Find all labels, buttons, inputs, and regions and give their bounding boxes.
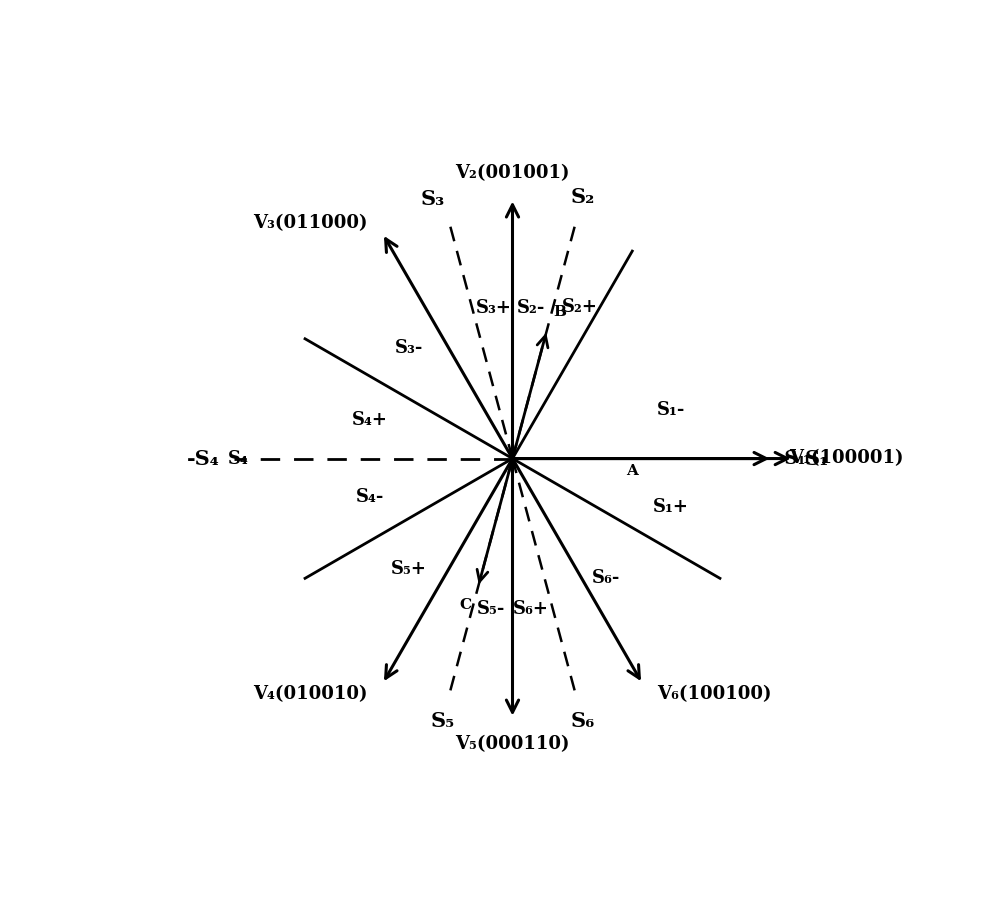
Text: S₂: S₂ [571, 187, 595, 207]
Text: S₃-: S₃- [395, 339, 423, 357]
Text: S₄+: S₄+ [352, 411, 388, 429]
Text: S₂+: S₂+ [562, 298, 598, 317]
Text: -S₄: -S₄ [187, 448, 220, 468]
Text: B: B [553, 305, 566, 319]
Text: V₅(000110): V₅(000110) [455, 736, 570, 753]
Text: S₁: S₁ [805, 448, 829, 468]
Text: V₄(010010): V₄(010010) [253, 685, 368, 704]
Text: C: C [459, 598, 472, 612]
Text: S₅-: S₅- [477, 599, 506, 618]
Text: S₅: S₅ [430, 711, 454, 730]
Text: S₆: S₆ [571, 711, 595, 730]
Text: S₄-: S₄- [355, 488, 384, 506]
Text: S₄: S₄ [227, 449, 248, 468]
Text: S₃+: S₃+ [476, 299, 512, 318]
Text: S₁-: S₁- [657, 401, 685, 419]
Text: -S₁: -S₁ [777, 449, 805, 468]
Text: V₆(100100): V₆(100100) [657, 685, 772, 704]
Text: V₁(100001): V₁(100001) [789, 449, 904, 468]
Text: S₅+: S₅+ [391, 560, 427, 578]
Text: S₁+: S₁+ [653, 498, 689, 516]
Text: S₆-: S₆- [592, 569, 620, 587]
Text: V₃(011000): V₃(011000) [253, 214, 368, 231]
Text: S₂-: S₂- [517, 299, 545, 318]
Text: S₆+: S₆+ [513, 600, 549, 618]
Text: V₂(001001): V₂(001001) [455, 164, 570, 182]
Text: A: A [626, 464, 638, 479]
Text: S₃: S₃ [421, 189, 445, 210]
